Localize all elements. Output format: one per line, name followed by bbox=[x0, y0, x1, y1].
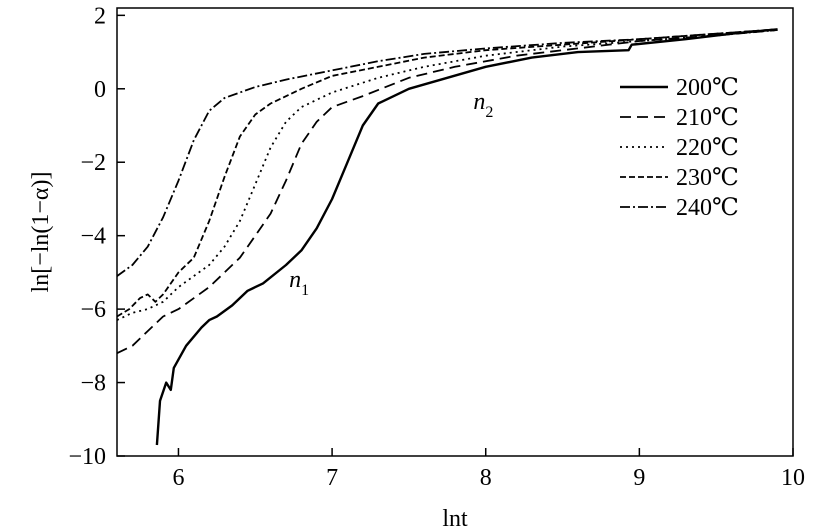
series-line-1 bbox=[155, 28, 778, 446]
y-tick-label: 0 bbox=[94, 77, 106, 103]
y-axis-label: ln[−ln(1−α)] bbox=[28, 172, 54, 293]
series-line-2 bbox=[116, 29, 778, 355]
y-tick-label: −8 bbox=[80, 371, 106, 397]
x-tick-label: 8 bbox=[480, 465, 492, 491]
series-line-5 bbox=[116, 28, 778, 277]
y-tick-label: −2 bbox=[80, 150, 106, 176]
x-tick-label: 10 bbox=[781, 465, 805, 491]
x-tick-label: 6 bbox=[172, 465, 184, 491]
x-tick-label: 9 bbox=[633, 465, 645, 491]
legend-label-3: 220℃ bbox=[676, 135, 739, 161]
legend-label-4: 230℃ bbox=[676, 165, 739, 191]
annotation-subscript: 1 bbox=[301, 282, 309, 299]
annotation-base: n bbox=[289, 267, 301, 293]
x-axis-label: lnt bbox=[442, 506, 468, 531]
annotation-2: n2 bbox=[473, 89, 493, 121]
ticks: 6 7 8 9 10 2 0 −2 −4 −6 −8 −10 bbox=[68, 3, 805, 491]
x-tick-label: 7 bbox=[326, 465, 338, 491]
y-tick-label: −4 bbox=[80, 224, 106, 250]
annotation-base: n bbox=[473, 89, 485, 115]
legend-label-1: 200℃ bbox=[676, 75, 739, 101]
series-line-4 bbox=[116, 28, 778, 318]
y-tick-label: 2 bbox=[94, 3, 106, 29]
legend-label-5: 240℃ bbox=[676, 195, 739, 221]
legend: 200℃ 210℃ 220℃ 230℃ 240℃ bbox=[620, 75, 739, 221]
annotation-subscript: 2 bbox=[485, 104, 493, 121]
y-tick-label: −10 bbox=[68, 444, 106, 470]
series-layer bbox=[116, 28, 778, 446]
y-tick-label: −6 bbox=[80, 297, 106, 323]
annotation-1: n1 bbox=[289, 267, 309, 299]
legend-label-2: 210℃ bbox=[676, 105, 739, 131]
plot-frame bbox=[116, 7, 794, 457]
